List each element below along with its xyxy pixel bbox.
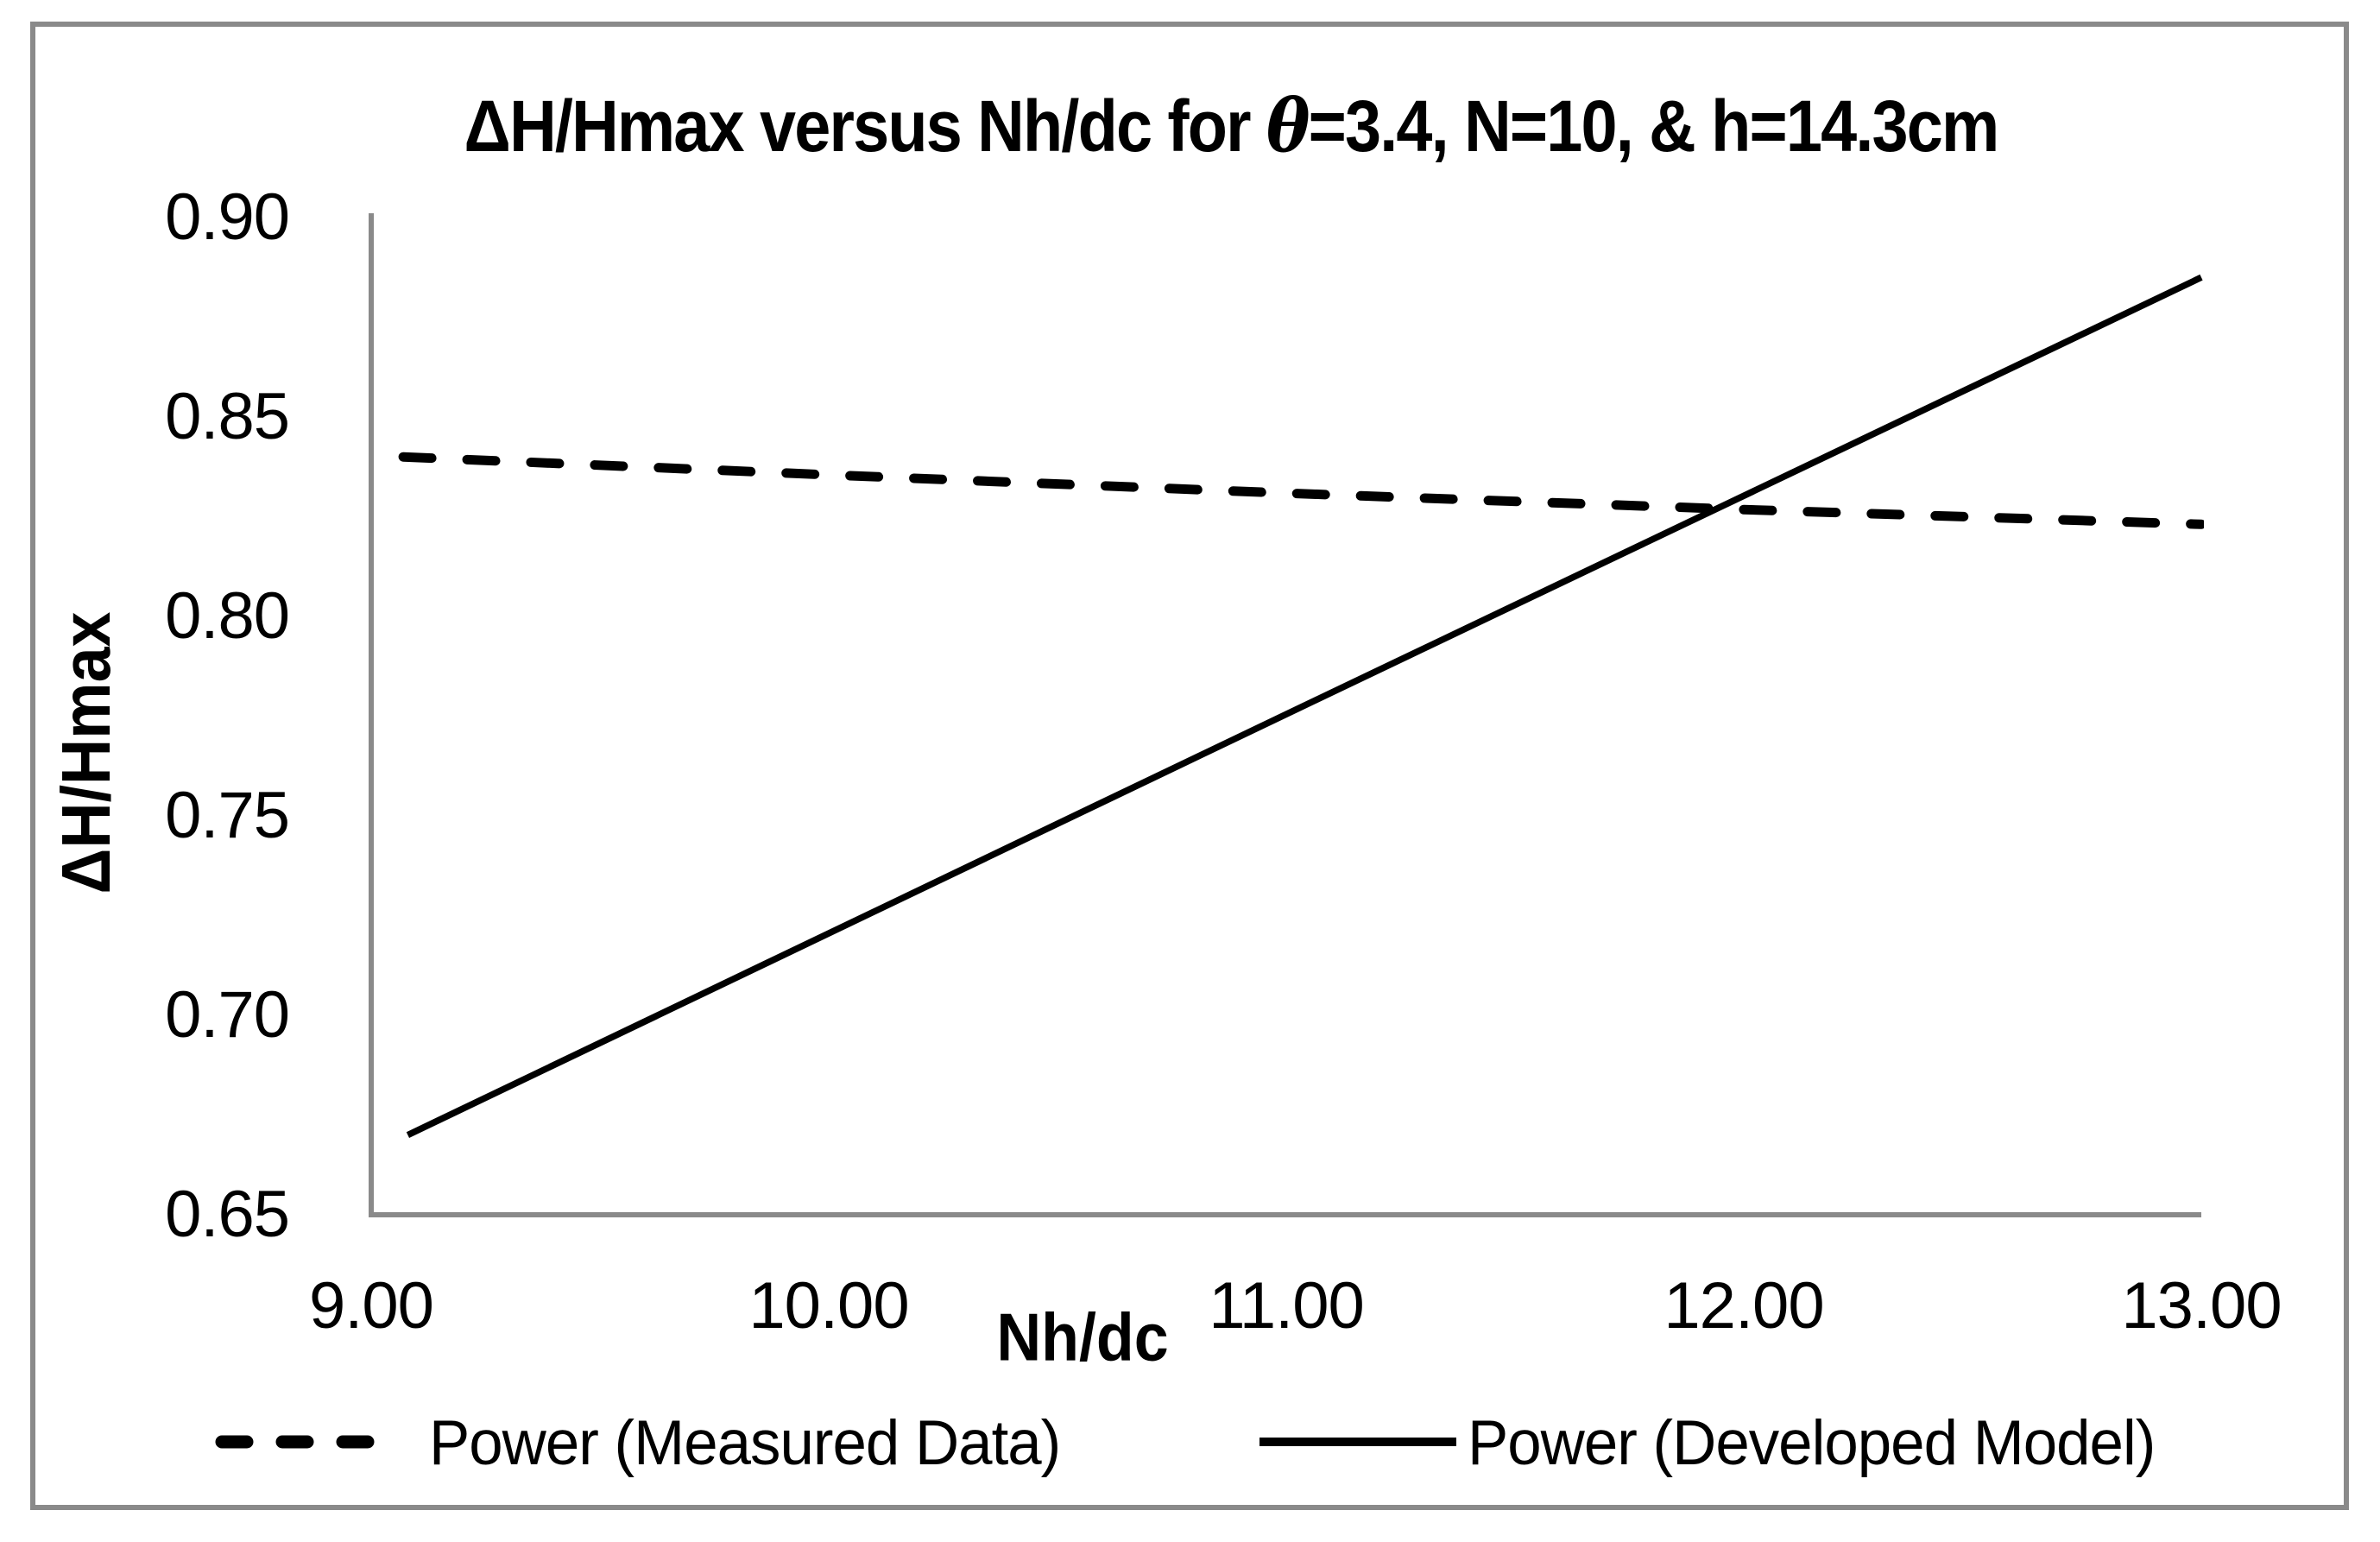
plot-area	[369, 213, 2204, 1217]
chart-title-text-2: =3.4, N=10, & h=14.3cm	[1308, 85, 2000, 167]
x-axis-title: Nh/dc	[996, 1299, 1169, 1375]
legend-label-measured: Power (Measured Data)	[429, 1408, 1061, 1478]
y-tick-label-075: 0.75	[165, 779, 290, 852]
x-tick-label-1000: 10.00	[748, 1269, 909, 1343]
legend-key-solid-icon	[1259, 1438, 1456, 1446]
legend-key-dashed-icon	[215, 1435, 387, 1449]
chart-frame	[30, 22, 2349, 1510]
y-tick-label-090: 0.90	[165, 180, 290, 254]
y-tick-label-085: 0.85	[165, 380, 290, 453]
y-tick-label-080: 0.80	[165, 579, 290, 653]
y-tick-label-065: 0.65	[165, 1178, 290, 1251]
series-measured-data-line	[398, 452, 2204, 529]
chart-title-text: ΔH/Hmax versus Nh/dc for	[464, 85, 1266, 167]
x-tick-label-1200: 12.00	[1663, 1269, 1824, 1343]
series-developed-model-line	[406, 274, 2203, 1138]
x-tick-label-1300: 13.00	[2121, 1269, 2282, 1343]
y-axis-title: ΔH/Hmax	[47, 611, 124, 894]
legend-label-developed: Power (Developed Model)	[1468, 1408, 2156, 1478]
chart-title: ΔH/Hmax versus Nh/dc for θ=3.4, N=10, & …	[379, 85, 2083, 167]
x-tick-label-900: 9.00	[309, 1269, 434, 1343]
y-tick-label-070: 0.70	[165, 978, 290, 1052]
theta-symbol: θ	[1266, 83, 1310, 168]
x-tick-label-1100: 11.00	[1209, 1269, 1365, 1343]
